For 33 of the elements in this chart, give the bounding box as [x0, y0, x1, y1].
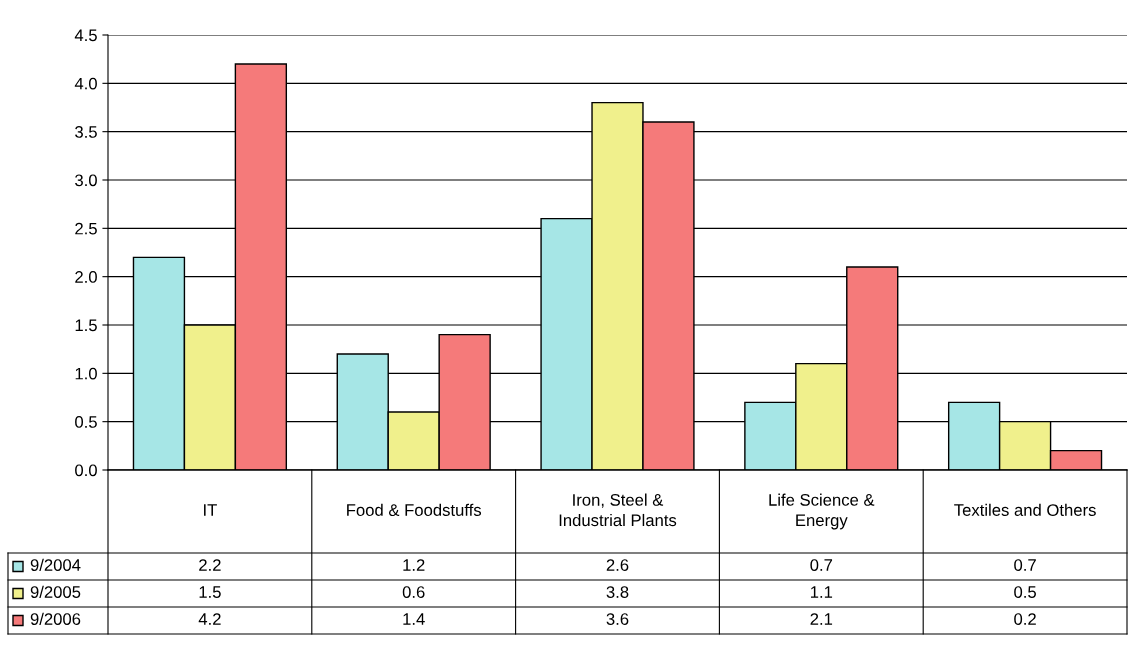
legend-label: 9/2005 — [30, 585, 81, 598]
data-label: 3.6 — [606, 613, 629, 625]
data-label: 0.6 — [402, 586, 425, 598]
y-tick-label: 1.5 — [75, 319, 97, 332]
legend-label: 9/2004 — [30, 558, 81, 571]
legend-label: 9/2006 — [30, 612, 81, 625]
data-label: 3.8 — [606, 586, 629, 598]
y-tick-label: 3.0 — [75, 174, 97, 187]
y-tick-label: 0.5 — [75, 416, 97, 428]
data-label: 0.7 — [1014, 559, 1036, 571]
data-label: 4.2 — [198, 613, 221, 625]
data-label: 2.2 — [199, 559, 221, 571]
y-tick-label: 1.0 — [75, 367, 97, 380]
y-tick-label: 0.0 — [75, 464, 97, 477]
data-label: 1.2 — [403, 559, 425, 571]
data-label: 2.1 — [810, 613, 833, 625]
y-tick-label: 2.0 — [75, 271, 97, 283]
data-label: 0.2 — [1014, 613, 1036, 625]
data-label: 1.5 — [199, 586, 221, 598]
data-label: 1.1 — [810, 586, 833, 598]
x-tick-label: Iron, Steel & Industrial Plants — [559, 493, 677, 527]
x-tick-label: Textiles and Others — [954, 503, 1096, 516]
y-tick-label: 3.5 — [75, 126, 97, 138]
data-label: 0.7 — [810, 559, 833, 571]
x-tick-label: IT — [204, 504, 217, 516]
x-tick-label: Life Science & Energy — [769, 493, 875, 530]
data-label: 0.5 — [1014, 586, 1036, 598]
x-tick-label: Food & Foodstuffs — [347, 503, 482, 516]
y-tick-label: 2.5 — [75, 222, 97, 235]
y-tick-label: 4.5 — [74, 29, 97, 42]
data-label: 2.6 — [606, 559, 629, 571]
y-tick-label: 4.0 — [74, 77, 97, 90]
data-label: 1.4 — [403, 613, 425, 625]
